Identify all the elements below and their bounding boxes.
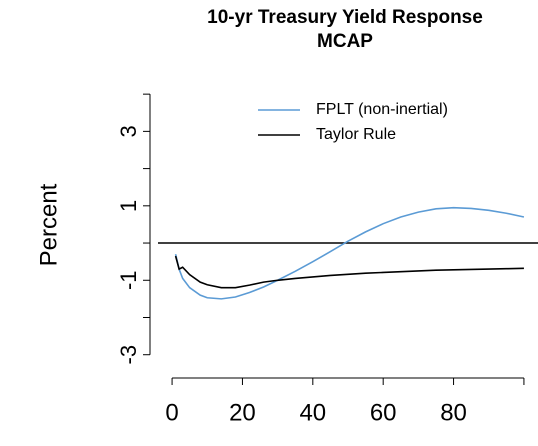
x-tick-label: 20 — [229, 399, 256, 426]
chart-subtitle: MCAP — [317, 31, 373, 52]
series-line — [174, 206, 525, 300]
y-tick-label: 1 — [116, 200, 141, 212]
x-tick-label: 0 — [165, 399, 178, 426]
series-line — [174, 255, 524, 289]
x-tick-label: 60 — [370, 399, 397, 426]
chart-title: 10-yr Treasury Yield Response — [207, 7, 483, 28]
y-axis-label: Percent — [35, 183, 62, 266]
x-tick-label: 40 — [299, 399, 326, 426]
y-tick-label: -3 — [116, 345, 141, 365]
legend-label: Taylor Rule — [316, 126, 396, 143]
x-tick-label: 80 — [440, 399, 467, 426]
legend-label: FPLT (non-inertial) — [316, 101, 448, 118]
y-tick-label: 3 — [116, 125, 141, 137]
y-tick-label: -1 — [116, 270, 141, 290]
